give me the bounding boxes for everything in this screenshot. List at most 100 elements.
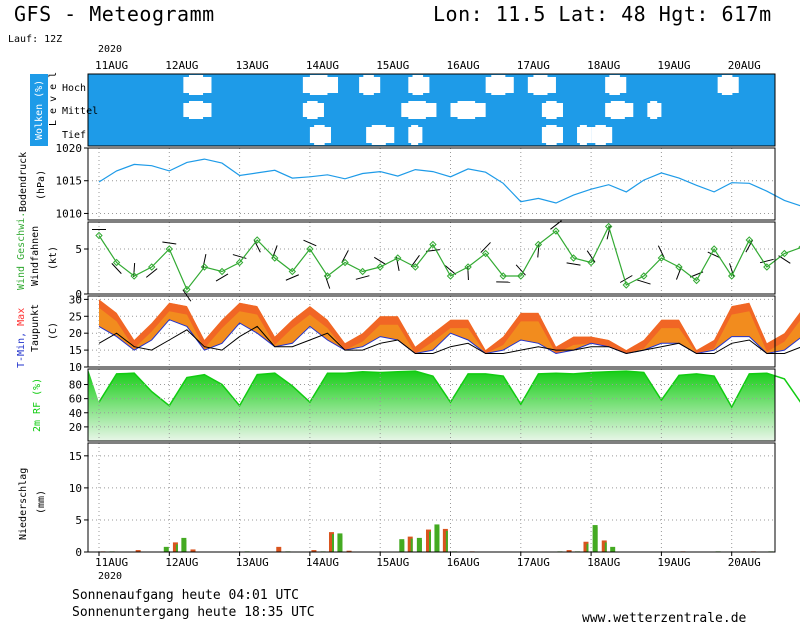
wind-barb (396, 257, 399, 271)
precip-bar-conv (446, 531, 448, 552)
cloud-gap (580, 125, 587, 145)
day-label-top: 14AUG (306, 59, 339, 72)
wind-ylabel: Wind Geschwi. (16, 212, 27, 290)
day-label-top: 17AUG (517, 59, 550, 72)
sunset-text: Sonnenuntergang heute 18:35 UTC (72, 605, 315, 620)
temp-tick-label: 30 (69, 293, 82, 306)
sunrise-text: Sonnenaufgang heute 04:01 UTC (72, 588, 299, 603)
cloud-ylabel: Wolken (%) (34, 80, 45, 140)
day-label-top: 19AUG (657, 59, 690, 72)
cloud-gap (722, 75, 733, 95)
day-label-bottom: 18AUG (587, 556, 620, 569)
cloud-gap (491, 75, 505, 95)
cloud-gap (372, 125, 386, 145)
wind-barb (304, 240, 317, 246)
rh-tick-label: 20 (69, 421, 82, 434)
precip-bar (610, 547, 615, 552)
day-label-top: 15AUG (376, 59, 409, 72)
precip-tick-label: 0 (75, 546, 82, 559)
pressure-tick-label: 1015 (56, 175, 83, 188)
temp-tick-label: 20 (69, 327, 82, 340)
day-label-bottom: 20AUG (728, 556, 761, 569)
precip-tick-label: 10 (69, 482, 82, 495)
temp-tick-label: 15 (69, 344, 82, 357)
precip-bar-conv (437, 526, 439, 552)
precip-panel (88, 443, 775, 552)
rh-tick-label: 40 (69, 407, 82, 420)
wind-barb (356, 276, 370, 280)
cloud-gap (595, 125, 606, 145)
location-info: Lon: 11.5 Lat: 48 Hgt: 617m (433, 2, 772, 26)
day-label-bottom: 14AUG (306, 556, 339, 569)
rh-tick-label: 80 (69, 379, 82, 392)
cloud-gap (314, 125, 325, 145)
wind-barb (658, 246, 664, 259)
temp-tick-label: 10 (69, 361, 82, 374)
wind-unit: (kt) (48, 246, 59, 270)
rh-ylabel: 2m RF (%) (32, 378, 43, 432)
wind-speed-line (99, 227, 800, 290)
precip-tick-label: 5 (75, 514, 82, 527)
day-label-top: 11AUG (95, 59, 128, 72)
precip-bar (276, 547, 281, 552)
cloud-gap (310, 75, 328, 95)
wind-barb (637, 280, 650, 284)
precip-unit: (mm) (36, 490, 47, 514)
day-label-top: 12AUG (165, 59, 198, 72)
day-label-top: 20AUG (728, 59, 761, 72)
precip-bar-conv (184, 540, 186, 552)
precip-bar-conv (402, 541, 404, 552)
temp-tick-label: 25 (69, 310, 82, 323)
wind-ylabel2: Windfahnen (30, 226, 41, 286)
temp-ylabel: T-Min, Max (16, 308, 27, 368)
wind-barb (203, 254, 206, 268)
cloud-gap (611, 101, 625, 119)
cloud-gap (546, 125, 557, 145)
pressure-tick-label: 1020 (56, 142, 83, 155)
pressure-line (99, 159, 800, 206)
cloud-gap (411, 125, 418, 145)
pressure-unit: (hPa) (36, 170, 47, 200)
day-label-top: 16AUG (447, 59, 480, 72)
temp-ylabel2: Taupunkt (30, 304, 41, 352)
precip-bar-conv (586, 544, 588, 552)
year-top: 2020 (98, 44, 122, 55)
cloud-gap (189, 75, 203, 95)
cloud-gap (408, 101, 426, 119)
cloud-gap (189, 101, 203, 119)
cloud-gap (533, 75, 547, 95)
wind-tick-label: 5 (75, 243, 82, 256)
cloud-ylabel2: L e v e l (48, 72, 59, 126)
day-label-bottom: 11AUG (95, 556, 128, 569)
day-label-bottom: 17AUG (517, 556, 550, 569)
precip-ylabel: Niederschlag (18, 468, 29, 540)
precip-bar-conv (605, 542, 607, 552)
precip-tick-label: 15 (69, 450, 82, 463)
precip-bar-conv (332, 534, 334, 552)
precip-bar-conv (420, 540, 422, 552)
wind-barb (468, 266, 469, 280)
level-tief: Tief (62, 130, 86, 141)
wind-barb (342, 250, 349, 262)
year-bottom: 2020 (98, 571, 122, 582)
site-link[interactable]: www.wetterzentrale.de (582, 611, 746, 626)
precip-bar (164, 547, 169, 552)
cloud-gap (609, 75, 620, 95)
wind-barb (134, 263, 135, 277)
level-mittel: Mittel (62, 106, 98, 117)
cloud-gap (458, 101, 476, 119)
day-label-bottom: 15AUG (376, 556, 409, 569)
precip-bar-conv (596, 527, 598, 552)
day-label-bottom: 16AUG (447, 556, 480, 569)
rh-tick-label: 60 (69, 393, 82, 406)
cloud-gap (363, 75, 374, 95)
cloud-gap (650, 101, 657, 119)
precip-bar-conv (429, 532, 431, 552)
wind-barb (286, 275, 299, 280)
level-hoch: Hoch (62, 83, 86, 94)
day-label-top: 18AUG (587, 59, 620, 72)
precip-bar-conv (340, 535, 342, 552)
model-title: GFS - Meteogramm (14, 2, 215, 26)
day-label-bottom: 19AUG (657, 556, 690, 569)
